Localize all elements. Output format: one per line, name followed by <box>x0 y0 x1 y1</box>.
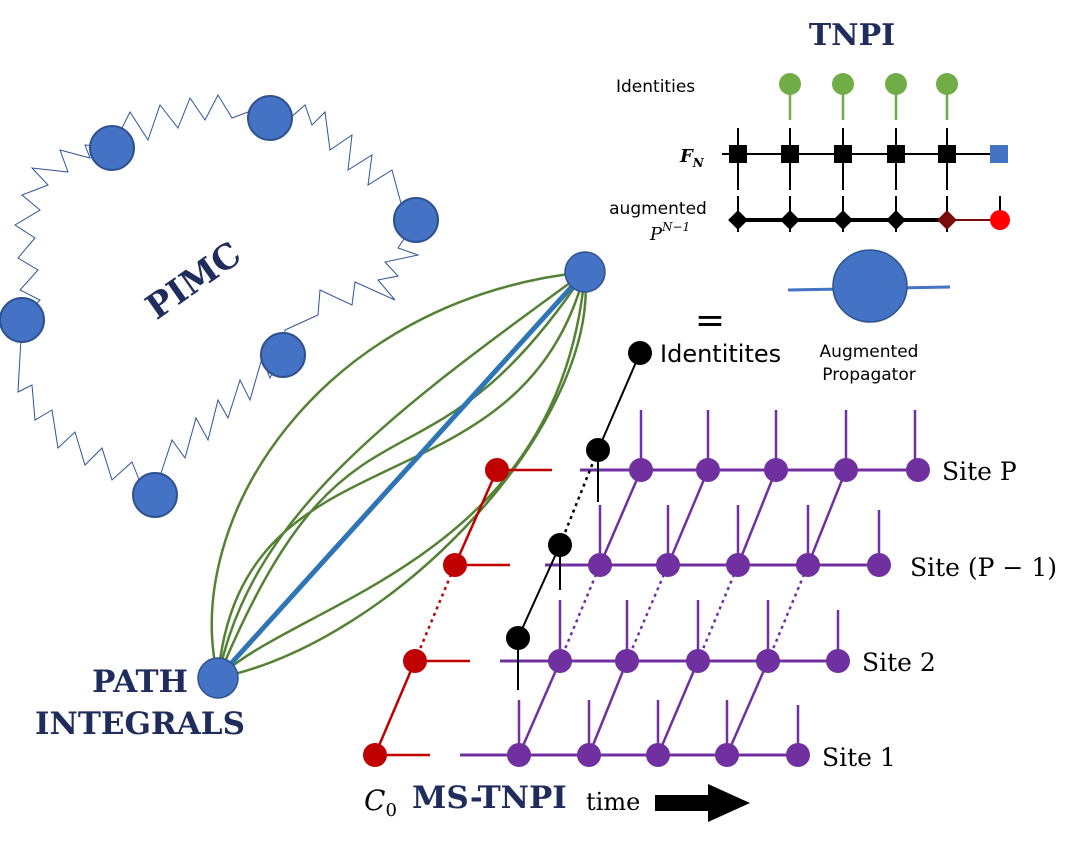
propagator-diamond-node <box>780 210 800 230</box>
f-n-label: FN <box>679 146 705 170</box>
pimc-ring-polymer: PIMC <box>0 93 439 518</box>
lattice-node <box>507 743 531 767</box>
path-label: PATH <box>92 664 188 700</box>
purple-nodes <box>507 458 930 767</box>
path-endpoint-bottom <box>197 657 239 699</box>
identity-chain-node <box>628 341 652 365</box>
tnpi-title: TNPI <box>809 18 895 53</box>
lattice-node <box>615 649 639 673</box>
identity-chain-node <box>548 533 572 557</box>
augmented-propagator-label-line1: Augmented <box>820 342 919 362</box>
identity-node <box>779 73 801 95</box>
lattice-node <box>756 649 780 673</box>
purple-diagonals-solid <box>517 469 848 756</box>
path-endpoint-top <box>564 251 606 293</box>
purple-diagonals-dotted <box>558 564 810 662</box>
lattice-node <box>867 553 891 577</box>
green-path <box>216 271 587 679</box>
tnpi-panel: TNPI Identities FN <box>609 18 1010 385</box>
pimc-spring-path <box>14 93 420 496</box>
identity-chain <box>506 341 652 690</box>
pimc-label: PIMC <box>139 234 249 328</box>
time-arrow-icon <box>655 784 750 822</box>
lattice-node <box>834 458 858 482</box>
pimc-bead <box>260 332 306 378</box>
path-integrals-paths <box>197 251 606 699</box>
lattice-node <box>656 553 680 577</box>
green-path <box>216 271 587 679</box>
classical-path-line <box>216 270 587 680</box>
c0-chain <box>363 458 552 767</box>
time-label: time <box>586 788 640 816</box>
lattice-node <box>588 553 612 577</box>
lattice-node <box>548 649 572 673</box>
pimc-bead <box>393 197 439 243</box>
pimc-bead <box>89 125 135 171</box>
propagator-dark-red-diamond-node <box>937 210 957 230</box>
f-n-square-node <box>729 145 747 163</box>
propagator-diamond-node <box>833 210 853 230</box>
augmented-label: augmented <box>609 199 707 219</box>
identity-chain-node <box>506 626 530 650</box>
green-path <box>210 270 586 679</box>
c0-node <box>363 743 387 767</box>
green-path <box>217 271 587 679</box>
lattice-node <box>826 649 850 673</box>
c0-node <box>403 649 427 673</box>
c0-node <box>443 553 467 577</box>
augmented-propagator-node <box>832 249 908 323</box>
c0-node <box>485 458 509 482</box>
identity-node <box>936 73 958 95</box>
propagator-diamond-node <box>886 210 906 230</box>
identity-node <box>885 73 907 95</box>
lattice-node <box>764 458 788 482</box>
site-p-minus-1-label: Site (P − 1) <box>910 553 1057 582</box>
lattice-node <box>696 458 720 482</box>
site-2-label: Site 2 <box>862 648 936 677</box>
integrals-label: INTEGRALS <box>35 706 245 742</box>
c0-label: C0 <box>364 784 397 821</box>
purple-legs <box>517 410 917 755</box>
lattice-node <box>629 458 653 482</box>
f-n-square-node <box>887 145 905 163</box>
f-n-square-node <box>781 145 799 163</box>
identity-tensors <box>779 73 958 120</box>
f-n-blue-square-node <box>990 145 1008 163</box>
propagator-tensor-train <box>728 196 1010 232</box>
ms-tnpi-label: MS-TNPI <box>412 780 567 816</box>
lattice-node <box>796 553 820 577</box>
identity-node <box>832 73 854 95</box>
identitites-label: Identitites <box>660 340 781 368</box>
propagator-diamond-node <box>728 210 748 230</box>
pimc-bead <box>247 95 293 141</box>
equals-sign: = <box>695 300 725 341</box>
green-path <box>216 270 586 679</box>
f-n-square-node <box>834 145 852 163</box>
f-n-tensor-train <box>722 128 1008 190</box>
ms-tnpi-lattice: Identitites Site P Site (P − 1) Site 2 S… <box>363 340 1057 822</box>
propagator-red-end-node <box>990 210 1010 230</box>
pimc-bead <box>132 472 178 518</box>
lattice-node <box>906 458 930 482</box>
lattice-node <box>715 743 739 767</box>
site-1-label: Site 1 <box>822 743 896 772</box>
pimc-bead <box>0 297 45 343</box>
identity-chain-node <box>586 438 610 462</box>
identities-label: Identities <box>616 77 695 97</box>
p-n-minus-1-label: PN−1 <box>649 220 690 245</box>
lattice-node <box>726 553 750 577</box>
lattice-node <box>786 743 810 767</box>
augmented-propagator-label-line2: Propagator <box>822 365 915 385</box>
site-p-label: Site P <box>942 457 1017 486</box>
f-n-square-node <box>938 145 956 163</box>
lattice-node <box>686 649 710 673</box>
lattice-node <box>646 743 670 767</box>
lattice-node <box>577 743 601 767</box>
